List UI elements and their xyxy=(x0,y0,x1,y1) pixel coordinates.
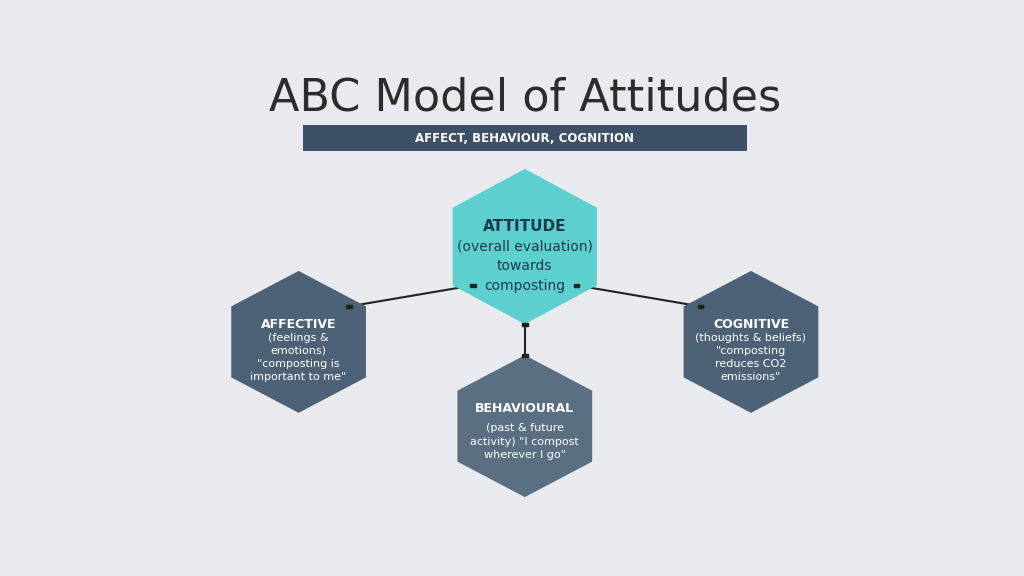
Polygon shape xyxy=(453,169,597,324)
Text: COGNITIVE: COGNITIVE xyxy=(713,317,790,331)
Text: ATTITUDE: ATTITUDE xyxy=(483,219,566,234)
Bar xyxy=(470,284,476,287)
Bar xyxy=(697,305,703,308)
Bar xyxy=(522,354,527,357)
Polygon shape xyxy=(458,355,592,497)
Bar xyxy=(522,323,527,325)
Text: AFFECT, BEHAVIOUR, COGNITION: AFFECT, BEHAVIOUR, COGNITION xyxy=(416,132,634,145)
Bar xyxy=(573,284,580,287)
Text: (thoughts & beliefs)
"composting
reduces CO2
emissions": (thoughts & beliefs) "composting reduces… xyxy=(695,332,807,382)
Text: BEHAVIOURAL: BEHAVIOURAL xyxy=(475,402,574,415)
Bar xyxy=(346,305,352,308)
Text: ABC Model of Attitudes: ABC Model of Attitudes xyxy=(268,77,781,119)
Text: (feelings &
emotions)
"composting is
important to me": (feelings & emotions) "composting is imp… xyxy=(251,332,347,382)
Text: (overall evaluation)
towards
composting: (overall evaluation) towards composting xyxy=(457,240,593,293)
Polygon shape xyxy=(231,271,366,413)
FancyBboxPatch shape xyxy=(303,126,748,151)
Polygon shape xyxy=(684,271,818,413)
Text: (past & future
activity) "I compost
wherever I go": (past & future activity) "I compost wher… xyxy=(470,423,580,460)
Text: AFFECTIVE: AFFECTIVE xyxy=(261,317,336,331)
